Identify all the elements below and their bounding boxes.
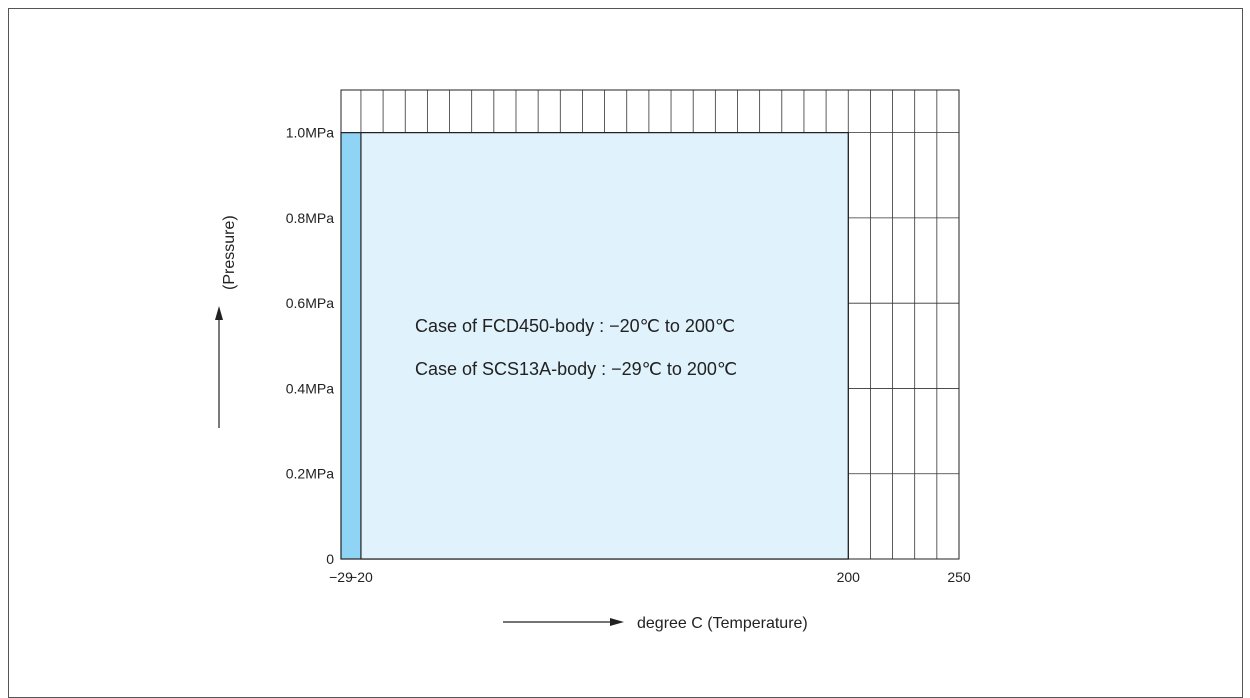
x-tick-label: −29 [329,569,353,585]
y-axis-title: (Pressure) [215,215,238,428]
y-tick-label: 0.4MPa [286,380,334,396]
y-axis-label: (Pressure) [221,215,238,290]
y-tick-label: 0.2MPa [286,466,334,482]
x-tick-label: 250 [947,569,971,585]
y-tick-labels: 0 0.2MPa 0.4MPa 0.6MPa 0.8MPa 1.0MPa [286,125,334,567]
y-tick-label: 0.8MPa [286,210,334,226]
y-tick-label: 0 [326,551,334,567]
annotation-fcd450: Case of FCD450-body : −20℃ to 200℃ [415,316,735,336]
y-tick-label: 0.6MPa [286,295,334,311]
x-tick-labels: −29−20 200 250 [329,569,971,585]
x-axis-arrow-head [610,618,624,626]
x-tick-label: −20 [349,569,373,585]
operating-regions [340,132,849,560]
plot-border [340,89,960,560]
x-axis-label: degree C (Temperature) [637,615,808,632]
plot-frame [340,89,960,560]
y-axis-arrow-head [215,306,223,320]
x-tick-label: 200 [837,569,861,585]
y-tick-label: 1.0MPa [286,125,334,141]
x-axis-title: degree C (Temperature) [503,615,808,632]
region-fcd450-body [360,132,849,560]
annotation-scs13a: Case of SCS13A-body : −29℃ to 200℃ [415,359,737,379]
